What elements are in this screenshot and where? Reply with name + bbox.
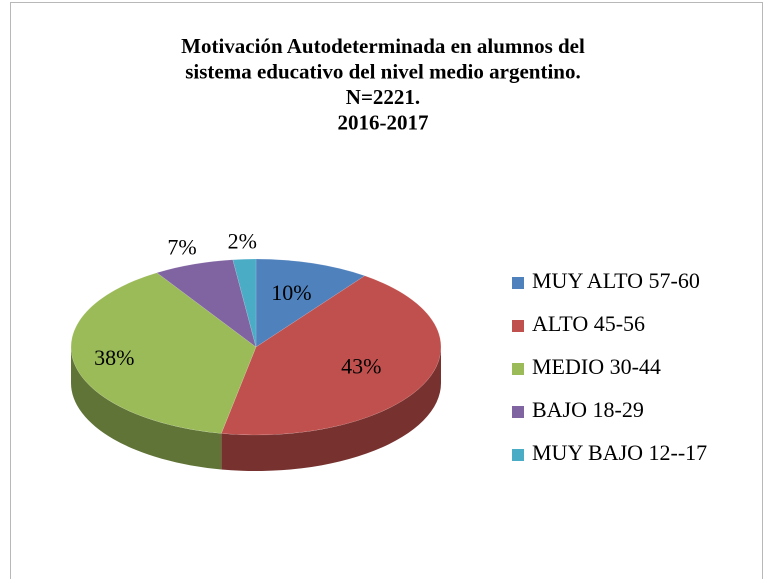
data-label: 2% — [228, 228, 257, 253]
chart-title: 2016-2017 — [338, 110, 429, 134]
pie-side — [71, 347, 222, 470]
legend-swatch — [512, 277, 524, 289]
pie-slice — [232, 258, 257, 348]
chart-title: Motivación Autodeterminada en alumnos de… — [181, 34, 585, 58]
legend-label: BAJO 18-29 — [532, 397, 644, 422]
pie-slice — [255, 258, 366, 348]
pie-slice — [220, 275, 442, 436]
pie-slice — [156, 259, 257, 348]
data-label: 7% — [167, 234, 196, 259]
chart-title: N=2221. — [346, 85, 420, 109]
legend-swatch — [512, 406, 524, 418]
pie-slice — [70, 272, 257, 434]
pie-side — [221, 347, 441, 471]
legend-swatch — [512, 320, 524, 332]
chart-title: sistema educativo del nivel medio argent… — [185, 59, 580, 83]
data-label: 38% — [94, 345, 134, 370]
legend-label: MUY ALTO 57-60 — [532, 268, 700, 293]
legend-swatch — [512, 449, 524, 461]
legend-label: MUY BAJO 12--17 — [532, 440, 707, 465]
legend-swatch — [512, 363, 524, 375]
data-label: 43% — [341, 354, 381, 379]
legend-label: MEDIO 30-44 — [532, 354, 661, 379]
data-label: 10% — [271, 280, 311, 305]
legend-label: ALTO 45-56 — [532, 311, 645, 336]
